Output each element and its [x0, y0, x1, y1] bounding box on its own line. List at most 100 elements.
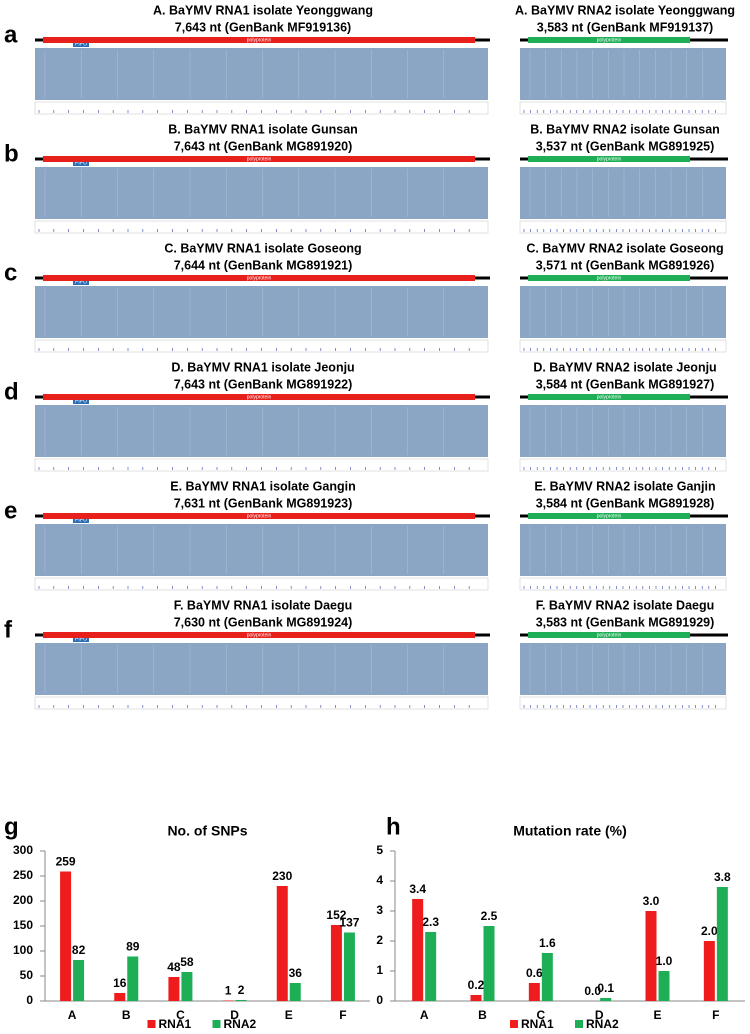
gene-feature — [43, 513, 475, 519]
panel-title: F. BaYMV RNA1 isolate Daegu — [174, 598, 353, 612]
panel-letter: h — [386, 813, 401, 840]
bar — [343, 932, 355, 1001]
coverage — [35, 405, 488, 457]
bar — [483, 926, 495, 1001]
track — [34, 101, 489, 115]
y-tick-label: 4 — [376, 873, 383, 887]
bar — [658, 971, 670, 1001]
coverage — [520, 286, 726, 338]
gene-feature — [43, 37, 475, 43]
y-tick-label: 150 — [13, 918, 33, 932]
gene-label: PIPO — [75, 279, 87, 285]
y-tick-label: 250 — [13, 868, 33, 882]
track — [34, 458, 489, 472]
panel-title: C. BaYMV RNA2 isolate Goseong — [526, 241, 723, 255]
panel-title: C. BaYMV RNA1 isolate Goseong — [164, 241, 361, 255]
bar — [222, 1000, 234, 1001]
value-label: 259 — [56, 855, 76, 869]
pipo-feature — [73, 160, 89, 166]
value-label: 89 — [126, 940, 140, 954]
panel-title: E. BaYMV RNA1 isolate Gangin — [170, 479, 355, 493]
panel-subtitle: 7,644 nt (GenBank MG891921) — [174, 258, 353, 272]
bar — [716, 887, 728, 1001]
y-tick-label: 100 — [13, 943, 33, 957]
value-label: 3.8 — [714, 870, 731, 884]
panel-title: A. BaYMV RNA1 isolate Yeonggwang — [153, 3, 373, 17]
x-tick-label: D — [595, 1008, 604, 1022]
value-label: 2.3 — [422, 915, 439, 929]
track — [34, 220, 489, 234]
x-tick-label: B — [122, 1008, 131, 1022]
panel-title: B. BaYMV RNA2 isolate Gunsan — [530, 122, 720, 136]
bar — [541, 953, 553, 1001]
value-label: 1 — [225, 984, 232, 998]
panel-subtitle: 3,583 nt (GenBank MF919137) — [537, 20, 713, 34]
track — [519, 696, 727, 710]
bar — [330, 925, 342, 1001]
x-tick-label: D — [230, 1008, 239, 1022]
panel-letter: c — [4, 259, 17, 286]
panel-title: F. BaYMV RNA2 isolate Daegu — [536, 598, 715, 612]
gene-label: PIPO — [75, 41, 87, 47]
value-label: 230 — [272, 869, 292, 883]
gene-label: PIPO — [75, 517, 87, 523]
gene-label: polyprotein — [597, 37, 622, 43]
x-tick-label: A — [420, 1008, 429, 1022]
value-label: 58 — [180, 955, 194, 969]
legend-label: RNA2 — [224, 1017, 257, 1031]
coverage — [35, 286, 488, 338]
value-label: 1.0 — [656, 954, 673, 968]
track — [519, 339, 727, 353]
gene-label: polyprotein — [597, 275, 622, 281]
panel-letter: d — [4, 378, 19, 405]
value-label: 1.6 — [539, 936, 556, 950]
gene-feature — [43, 394, 475, 400]
pipo-feature — [73, 398, 89, 404]
coverage — [35, 643, 488, 695]
gene-feature — [43, 156, 475, 162]
coverage — [520, 405, 726, 457]
gene-label: polyprotein — [597, 156, 622, 162]
x-tick-label: F — [339, 1008, 346, 1022]
value-label: 82 — [72, 943, 86, 957]
panel-title: B. BaYMV RNA1 isolate Gunsan — [168, 122, 358, 136]
panel-subtitle: 7,631 nt (GenBank MG891923) — [174, 496, 353, 510]
track — [519, 577, 727, 591]
panel-subtitle: 3,583 nt (GenBank MG891929) — [536, 615, 715, 629]
bar — [703, 941, 715, 1001]
panel-subtitle: 3,537 nt (GenBank MG891925) — [536, 139, 715, 153]
track — [519, 101, 727, 115]
panel-title: D. BaYMV RNA1 isolate Jeonju — [171, 360, 354, 374]
pipo-feature — [73, 636, 89, 642]
value-label: 16 — [113, 976, 127, 990]
gene-feature — [43, 632, 475, 638]
track — [519, 458, 727, 472]
bar — [127, 956, 139, 1001]
legend-swatch — [510, 1020, 518, 1028]
value-label: 152 — [326, 908, 346, 922]
bar — [528, 983, 540, 1001]
x-tick-label: C — [176, 1008, 185, 1022]
legend-label: RNA1 — [159, 1017, 192, 1031]
y-tick-label: 3 — [376, 903, 383, 917]
panel-subtitle: 3,571 nt (GenBank MG891926) — [536, 258, 715, 272]
x-tick-label: E — [285, 1008, 293, 1022]
panel-letter: a — [4, 21, 18, 48]
coverage — [35, 167, 488, 219]
pipo-feature — [73, 517, 89, 523]
gene-feature — [528, 632, 690, 638]
panel-letter: b — [4, 140, 19, 167]
bar — [425, 932, 437, 1001]
coverage — [35, 524, 488, 576]
gene-label: PIPO — [75, 398, 87, 404]
coverage — [520, 48, 726, 100]
value-label: 0.2 — [468, 978, 485, 992]
y-tick-label: 300 — [13, 843, 33, 857]
pipo-feature — [73, 279, 89, 285]
panel-subtitle: 7,643 nt (GenBank MG891920) — [174, 139, 353, 153]
gene-label: PIPO — [75, 160, 87, 166]
panel-letter: g — [4, 813, 19, 840]
panel-subtitle: 7,643 nt (GenBank MF919136) — [175, 20, 351, 34]
